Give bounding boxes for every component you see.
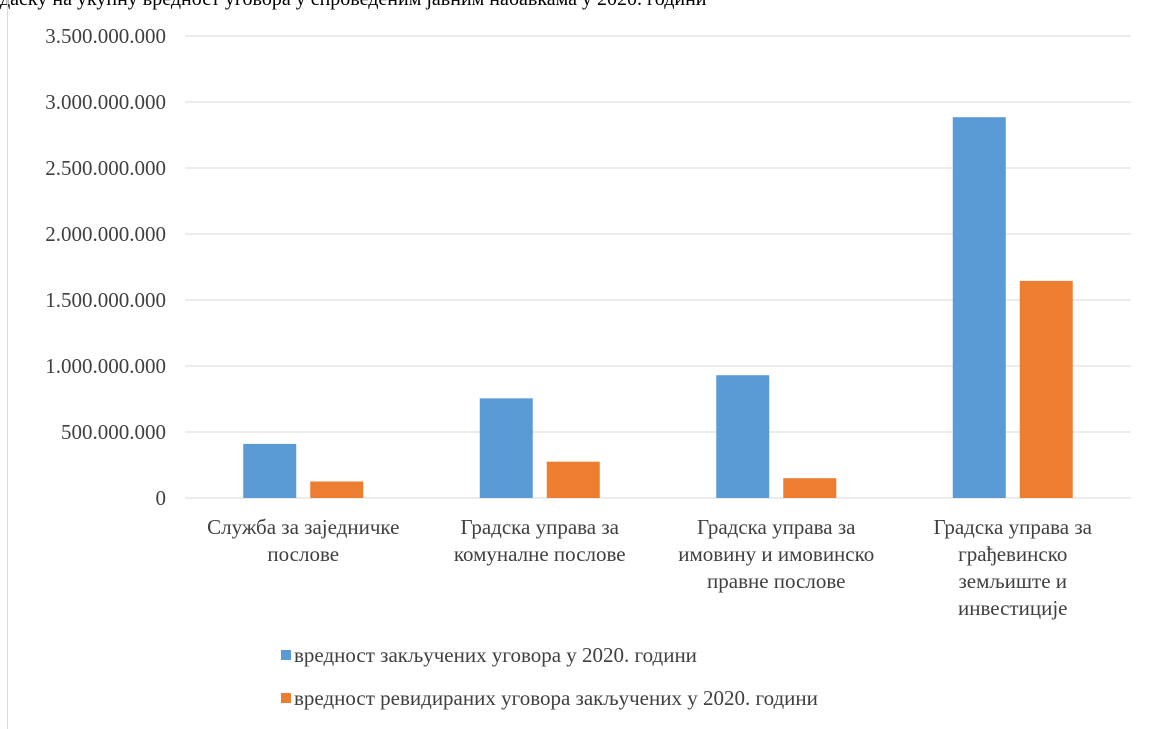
y-tick-label: 0	[156, 486, 167, 510]
y-tick-label: 2.500.000.000	[45, 156, 166, 180]
x-axis-category-labels: Служба за заједничке послове Градска управ…	[207, 515, 1093, 620]
x-category-label: Градска управа за грађевинско земљиште и ин…	[934, 515, 1093, 620]
bar-series-1-cat-1	[243, 443, 297, 498]
x-category-label: Градска управа за имовину и имовинско прав…	[678, 515, 874, 593]
y-axis-tick-labels: 0 500.000.000 1.000.000.000 1.500.000.000 2.…	[45, 24, 166, 510]
legend-label: вредност ревидираних уговора закључених …	[294, 686, 818, 710]
y-tick-label: 500.000.000	[61, 420, 166, 444]
y-tick-label: 3.500.000.000	[45, 24, 166, 48]
legend-label: вредност закључених уговора у 2020. годи…	[294, 643, 697, 667]
y-tick-label: 1.500.000.000	[45, 288, 166, 312]
x-category-label: Служба за заједничке послове	[207, 515, 399, 566]
bar-series-1-cat-4	[952, 117, 1006, 499]
x-category-label: Градска управа за комуналне послове	[454, 515, 626, 566]
bar-series-2-cat-3	[783, 478, 837, 498]
bars	[243, 117, 1073, 499]
bar-series-2-cat-2	[546, 461, 600, 498]
page-title-fragment: даску на укупну вредност уговора у спров…	[0, 0, 1151, 10]
legend-swatch	[281, 650, 291, 660]
chart-frame-border	[7, 0, 8, 729]
legend-swatch	[281, 693, 291, 703]
bar-series-2-cat-1	[310, 481, 364, 498]
bar-series-2-cat-4	[1019, 280, 1073, 498]
legend: вредност закључених уговора у 2020. годи…	[281, 643, 818, 710]
bar-series-1-cat-2	[479, 398, 533, 498]
y-tick-label: 1.000.000.000	[45, 354, 166, 378]
y-tick-label: 3.000.000.000	[45, 90, 166, 114]
y-tick-label: 2.000.000.000	[45, 222, 166, 246]
bar-series-1-cat-3	[716, 375, 770, 498]
